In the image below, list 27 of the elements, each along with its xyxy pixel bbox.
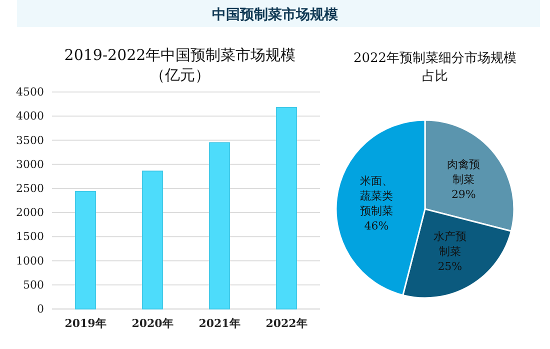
y-tick-label: 2500 [16,182,44,195]
y-tick-label: 1000 [16,254,44,268]
y-tick-label: 0 [37,302,44,316]
x-tick-label: 2022年 [266,316,308,330]
data-label: 25% [438,260,462,274]
slice-label: 肉禽预制菜 [447,158,480,186]
x-tick-label: 2020年 [132,316,174,330]
chart-title: 2022年预制菜细分市场规模占比 [353,51,517,84]
slice-label: 水产预制菜 [433,230,466,258]
y-tick-label: 1500 [16,230,44,244]
slice-label: 米面、蔬菜类预制菜 [360,174,393,218]
y-tick-label: 4000 [16,110,44,123]
data-label: 46% [364,219,389,232]
x-tick-label: 2019年 [64,316,106,330]
y-tick-label: 2000 [16,206,44,220]
bar [209,142,230,310]
bar [142,170,163,310]
data-label: 29% [451,188,476,201]
y-tick-label: 3000 [16,158,44,171]
text: 中国预制菜市场规模 [212,6,339,23]
y-tick-label: 500 [23,278,44,292]
y-tick-label: 3500 [16,134,44,147]
chart-title: 2019-2022年中国预制菜市场规模（亿元） [64,46,296,84]
bar [75,190,96,310]
bar [276,107,297,310]
x-tick-label: 2021年 [198,316,240,330]
y-tick-label: 4500 [16,86,44,99]
